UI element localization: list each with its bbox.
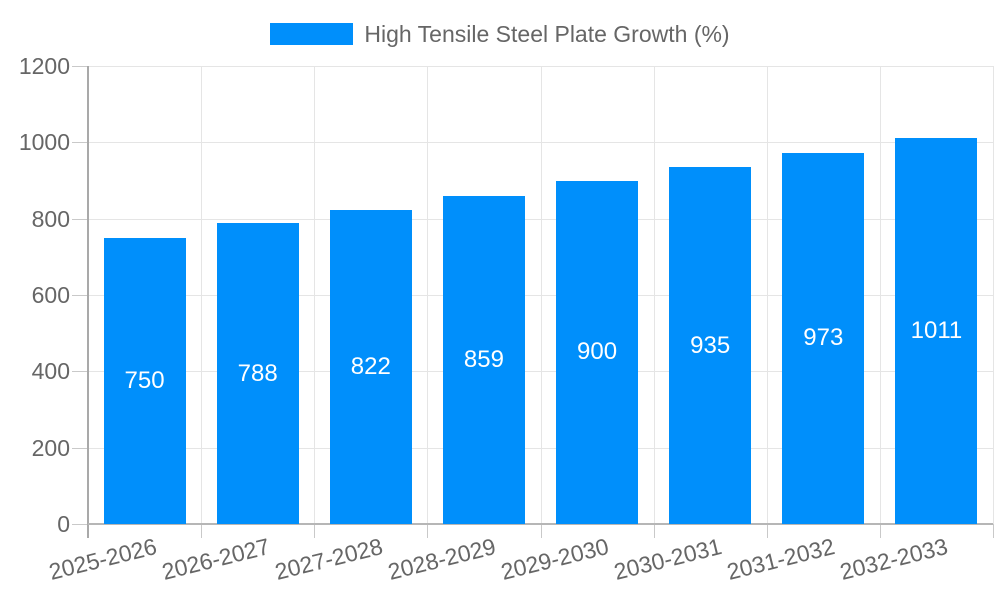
x-axis-category-label: 2032-2033 (837, 533, 951, 585)
x-axis-tick (201, 524, 203, 538)
y-axis-tick (72, 218, 88, 220)
y-axis-tick-label: 600 (31, 282, 70, 308)
bar[interactable] (556, 180, 639, 524)
y-axis-line (87, 66, 89, 538)
x-axis-tick (766, 524, 768, 538)
bar[interactable] (782, 152, 865, 524)
x-axis-category-label: 2029-2030 (498, 533, 612, 585)
y-axis-tick-label: 0 (57, 511, 70, 537)
bar[interactable] (442, 196, 525, 524)
gridline-vertical (540, 66, 542, 524)
x-axis-category-label: 2027-2028 (272, 533, 386, 585)
y-axis-tick (72, 66, 88, 67)
gridline-vertical (993, 66, 994, 524)
gridline-vertical (879, 66, 881, 524)
x-axis-tick (879, 524, 881, 538)
gridline-vertical (201, 66, 203, 524)
x-axis-tick (540, 524, 542, 538)
y-axis-tick-label: 800 (31, 205, 70, 232)
bar[interactable] (329, 210, 412, 524)
legend-item[interactable]: High Tensile Steel Plate Growth (%) (0, 21, 1000, 47)
y-axis-tick (72, 295, 88, 296)
y-axis-tick (72, 142, 88, 144)
y-axis-tick (72, 371, 88, 373)
x-axis-tick (653, 524, 655, 538)
y-axis-tick (72, 447, 88, 449)
x-axis-category-label: 2031-2032 (724, 533, 838, 585)
legend-swatch (270, 23, 354, 45)
x-axis-tick (993, 524, 994, 538)
y-axis-tick-label: 1200 (18, 53, 70, 79)
gridline-vertical (653, 66, 655, 524)
x-axis-line (88, 523, 993, 525)
gridline-vertical (314, 66, 316, 524)
bar[interactable] (103, 237, 186, 524)
x-axis-tick (427, 524, 429, 538)
bar[interactable] (895, 138, 978, 524)
y-axis-tick-label: 1000 (18, 129, 70, 156)
gridline-vertical (427, 66, 429, 524)
y-axis-tick (72, 524, 88, 525)
y-axis-tick-label: 200 (31, 434, 70, 461)
x-axis-tick (314, 524, 316, 538)
x-axis-category-label: 2025-2026 (45, 533, 159, 585)
y-axis-tick-label: 400 (31, 358, 70, 385)
gridline-vertical (766, 66, 768, 524)
bar[interactable] (216, 223, 299, 524)
bar[interactable] (669, 167, 752, 524)
x-axis-category-label: 2026-2027 (158, 533, 272, 585)
x-axis-category-label: 2028-2029 (385, 533, 499, 585)
legend-label: High Tensile Steel Plate Growth (%) (364, 20, 730, 47)
x-axis-category-label: 2030-2031 (611, 533, 725, 585)
